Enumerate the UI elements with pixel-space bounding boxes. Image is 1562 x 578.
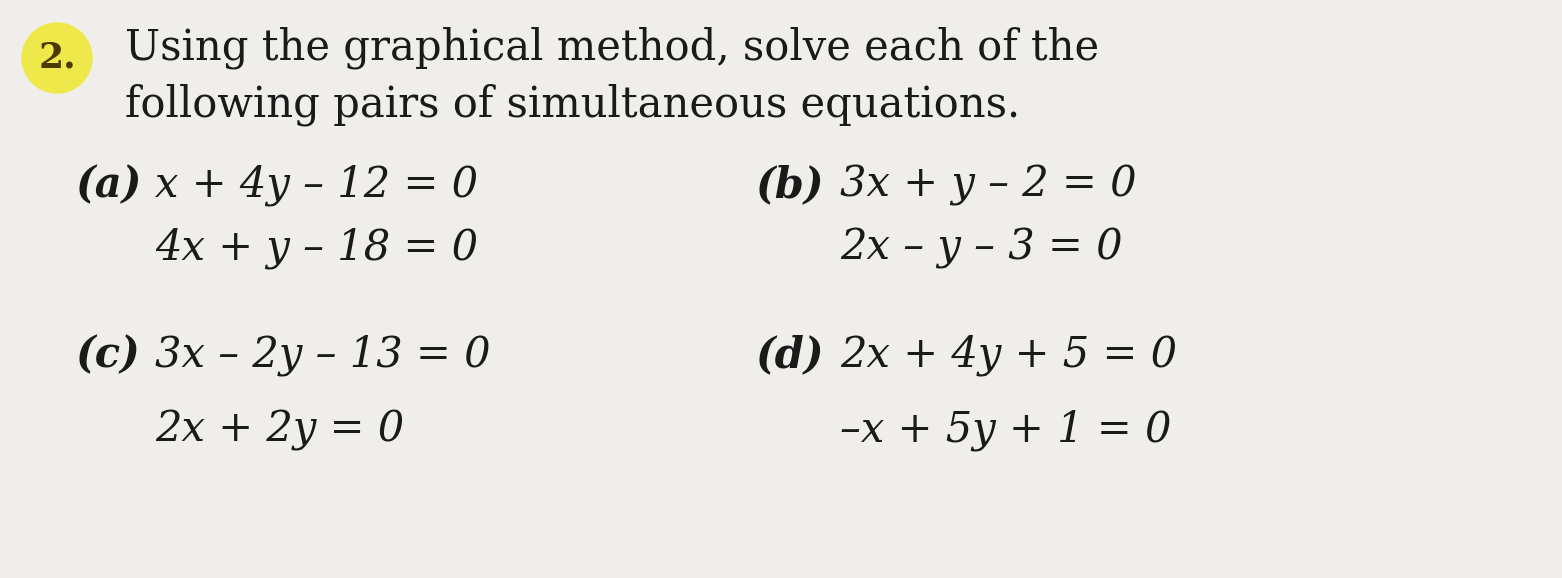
Text: (c): (c) <box>75 334 141 376</box>
Text: 3x – 2y – 13 = 0: 3x – 2y – 13 = 0 <box>155 334 490 376</box>
Text: 2x + 2y = 0: 2x + 2y = 0 <box>155 409 405 451</box>
Text: x + 4y – 12 = 0: x + 4y – 12 = 0 <box>155 164 478 206</box>
Circle shape <box>22 23 92 93</box>
Text: Using the graphical method, solve each of the: Using the graphical method, solve each o… <box>125 27 1100 69</box>
Text: (a): (a) <box>75 164 142 206</box>
Text: 4x + y – 18 = 0: 4x + y – 18 = 0 <box>155 227 478 269</box>
Text: –x + 5y + 1 = 0: –x + 5y + 1 = 0 <box>840 409 1172 451</box>
Text: 2x – y – 3 = 0: 2x – y – 3 = 0 <box>840 227 1123 269</box>
Text: 2.: 2. <box>37 41 77 75</box>
Text: (d): (d) <box>754 334 823 376</box>
Text: 3x + y – 2 = 0: 3x + y – 2 = 0 <box>840 164 1137 206</box>
Text: 2x + 4y + 5 = 0: 2x + 4y + 5 = 0 <box>840 334 1178 376</box>
Text: (b): (b) <box>754 164 823 206</box>
Text: following pairs of simultaneous equations.: following pairs of simultaneous equation… <box>125 84 1020 126</box>
